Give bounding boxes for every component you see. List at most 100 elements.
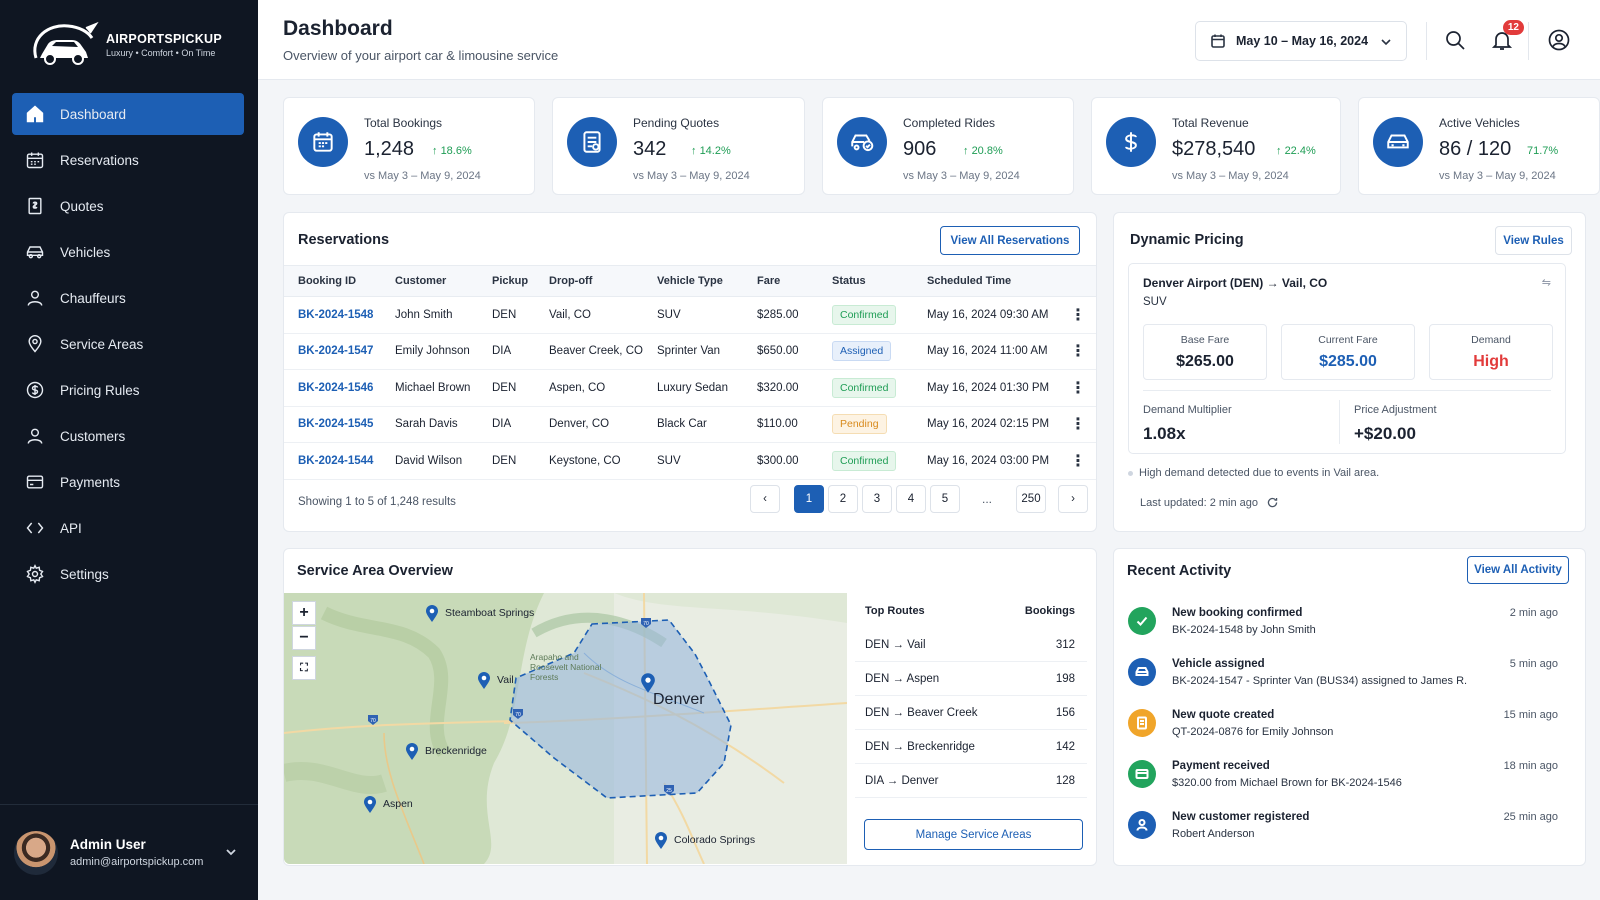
activity-item[interactable]: New quote created QT-2024-0876 for Emily… <box>1128 709 1558 759</box>
activity-item[interactable]: Payment received $320.00 from Michael Br… <box>1128 760 1558 810</box>
zoom-out-button[interactable]: − <box>292 626 316 650</box>
stat-card-pending-quotes[interactable]: Pending Quotes 342 ↑ 14.2% vs May 3 – Ma… <box>552 97 805 195</box>
divider <box>1339 400 1340 444</box>
pickup-cell: DIA <box>492 345 512 358</box>
map-canvas[interactable]: 70 70 70 25 <box>284 593 847 864</box>
column-header[interactable]: Fare <box>757 275 781 287</box>
table-row[interactable]: BK-2024-1546 Michael Brown DEN Aspen, CO… <box>284 370 1096 407</box>
pagination-next[interactable]: › <box>1058 485 1088 513</box>
map-forest-label: Arapaho and Roosevelt National Forests <box>530 652 602 682</box>
route-row[interactable]: DEN → Aspen 198 <box>855 662 1087 696</box>
sidebar-item-payments[interactable]: Payments <box>12 461 244 503</box>
zoom-in-button[interactable]: + <box>292 601 316 625</box>
service-area-map[interactable]: 70 70 70 25 + − ⛶ Steamboat Springs Vail… <box>284 593 847 864</box>
column-header[interactable]: Pickup <box>492 275 529 287</box>
refresh-icon[interactable] <box>1266 496 1279 509</box>
sidebar-item-settings[interactable]: Settings <box>12 553 244 595</box>
stat-card-total-bookings[interactable]: Total Bookings 1,248 ↑ 18.6% vs May 3 – … <box>283 97 535 195</box>
table-row[interactable]: BK-2024-1544 David Wilson DEN Keystone, … <box>284 443 1096 480</box>
pagination-page[interactable]: 3 <box>862 485 892 513</box>
activity-item[interactable]: New booking confirmed BK-2024-1548 by Jo… <box>1128 607 1558 657</box>
route-row[interactable]: DEN → Vail 312 <box>855 628 1087 662</box>
column-header[interactable]: Vehicle Type <box>657 275 723 287</box>
more-options-icon[interactable]: ⋮ <box>1070 452 1086 470</box>
map-pin-icon[interactable] <box>477 671 491 690</box>
route-count: 128 <box>1055 775 1075 787</box>
sidebar-item-service-areas[interactable]: Service Areas <box>12 323 244 365</box>
booking-id-link[interactable]: BK-2024-1547 <box>298 345 374 358</box>
route-row[interactable]: DEN → Beaver Creek 156 <box>855 696 1087 730</box>
more-options-icon[interactable]: ⋮ <box>1070 416 1086 434</box>
sidebar-item-chauffeurs[interactable]: Chauffeurs <box>12 277 244 319</box>
pricing-note-text: High demand detected due to events in Va… <box>1139 467 1380 479</box>
activity-item[interactable]: Vehicle assigned BK-2024-1547 - Sprinter… <box>1128 658 1558 708</box>
booking-id-link[interactable]: BK-2024-1546 <box>298 381 374 394</box>
map-pin-icon[interactable] <box>654 831 668 850</box>
booking-id-link[interactable]: BK-2024-1548 <box>298 308 374 321</box>
booking-id-link[interactable]: BK-2024-1545 <box>298 418 374 431</box>
column-header[interactable]: Status <box>832 275 866 287</box>
sidebar-item-quotes[interactable]: Quotes <box>12 185 244 227</box>
sidebar-item-api[interactable]: API <box>12 507 244 549</box>
pagination-page[interactable]: 5 <box>930 485 960 513</box>
column-header[interactable]: Drop-off <box>549 275 593 287</box>
booking-id-link[interactable]: BK-2024-1544 <box>298 454 374 467</box>
activity-item[interactable]: New customer registered Robert Anderson … <box>1128 811 1558 861</box>
pagination-page[interactable]: 1 <box>794 485 824 513</box>
route-row[interactable]: DEN → Breckenridge 142 <box>855 730 1087 764</box>
manage-service-areas-button[interactable]: Manage Service Areas <box>864 819 1083 850</box>
date-range-picker[interactable]: May 10 – May 16, 2024 <box>1195 21 1407 61</box>
map-pin-icon[interactable] <box>405 742 419 761</box>
stat-card-total-revenue[interactable]: Total Revenue $278,540 ↑ 22.4% vs May 3 … <box>1091 97 1341 195</box>
map-place-label: Aspen <box>383 798 413 810</box>
column-header[interactable]: Scheduled Time <box>927 275 1012 287</box>
table-row[interactable]: BK-2024-1545 Sarah Davis DIA Denver, CO … <box>284 407 1096 443</box>
pickup-cell: DIA <box>492 418 512 431</box>
customer-cell: David Wilson <box>395 454 463 467</box>
sidebar-item-customers[interactable]: Customers <box>12 415 244 457</box>
sidebar-item-reservations[interactable]: Reservations <box>12 139 244 181</box>
column-header[interactable]: Booking ID <box>298 275 357 287</box>
car-icon <box>1373 117 1423 167</box>
table-row[interactable]: BK-2024-1547 Emily Johnson DIA Beaver Cr… <box>284 334 1096 370</box>
route-row[interactable]: DIA → Denver 128 <box>855 764 1087 798</box>
pagination-prev[interactable]: ‹ <box>750 485 780 513</box>
stat-value: 906 <box>903 138 937 160</box>
table-row[interactable]: BK-2024-1548 John Smith DEN Vail, CO SUV… <box>284 297 1096 334</box>
person-icon <box>1128 811 1156 839</box>
chevron-down-icon[interactable] <box>224 845 238 859</box>
sidebar-item-label: Pricing Rules <box>60 382 140 398</box>
column-header[interactable]: Customer <box>395 275 447 287</box>
pagination-page[interactable]: 4 <box>896 485 926 513</box>
sliders-icon[interactable]: ⇋ <box>1541 277 1551 289</box>
account-icon[interactable] <box>1547 28 1571 52</box>
pagination-page[interactable]: 2 <box>828 485 858 513</box>
sidebar-item-dashboard[interactable]: Dashboard <box>12 93 244 135</box>
user-menu[interactable]: Admin User admin@airportspickup.com <box>0 804 258 900</box>
sidebar-item-label: Service Areas <box>60 336 144 352</box>
sidebar-item-pricing-rules[interactable]: Pricing Rules <box>12 369 244 411</box>
time-cell: May 16, 2024 01:30 PM <box>927 381 1050 394</box>
search-icon[interactable] <box>1443 28 1467 52</box>
pagination-page[interactable]: 250 <box>1016 485 1046 513</box>
sidebar-item-label: API <box>60 520 82 536</box>
route-count: 198 <box>1055 673 1075 685</box>
bell-icon[interactable]: 12 <box>1490 20 1524 52</box>
view-rules-button[interactable]: View Rules <box>1495 226 1572 255</box>
fullscreen-icon[interactable]: ⛶ <box>292 656 316 680</box>
map-pin-icon[interactable] <box>640 672 656 694</box>
map-pin-icon[interactable] <box>425 604 439 623</box>
more-options-icon[interactable]: ⋮ <box>1070 379 1086 397</box>
stat-card-completed-rides[interactable]: Completed Rides 906 ↑ 20.8% vs May 3 – M… <box>822 97 1074 195</box>
brand[interactable]: AIRPORTSPICKUP Luxury • Comfort • On Tim… <box>0 0 258 78</box>
sidebar-item-vehicles[interactable]: Vehicles <box>12 231 244 273</box>
panel-title: Service Area Overview <box>297 563 453 579</box>
more-options-icon[interactable]: ⋮ <box>1070 343 1086 361</box>
stat-card-active-vehicles[interactable]: Active Vehicles 86 / 120 71.7% vs May 3 … <box>1358 97 1600 195</box>
dropoff-cell: Aspen, CO <box>549 381 606 394</box>
view-all-activity-button[interactable]: View All Activity <box>1467 556 1569 584</box>
map-pin-icon[interactable] <box>363 795 377 814</box>
more-options-icon[interactable]: ⋮ <box>1070 306 1086 324</box>
view-all-reservations-button[interactable]: View All Reservations <box>940 226 1080 255</box>
avatar <box>14 830 58 875</box>
